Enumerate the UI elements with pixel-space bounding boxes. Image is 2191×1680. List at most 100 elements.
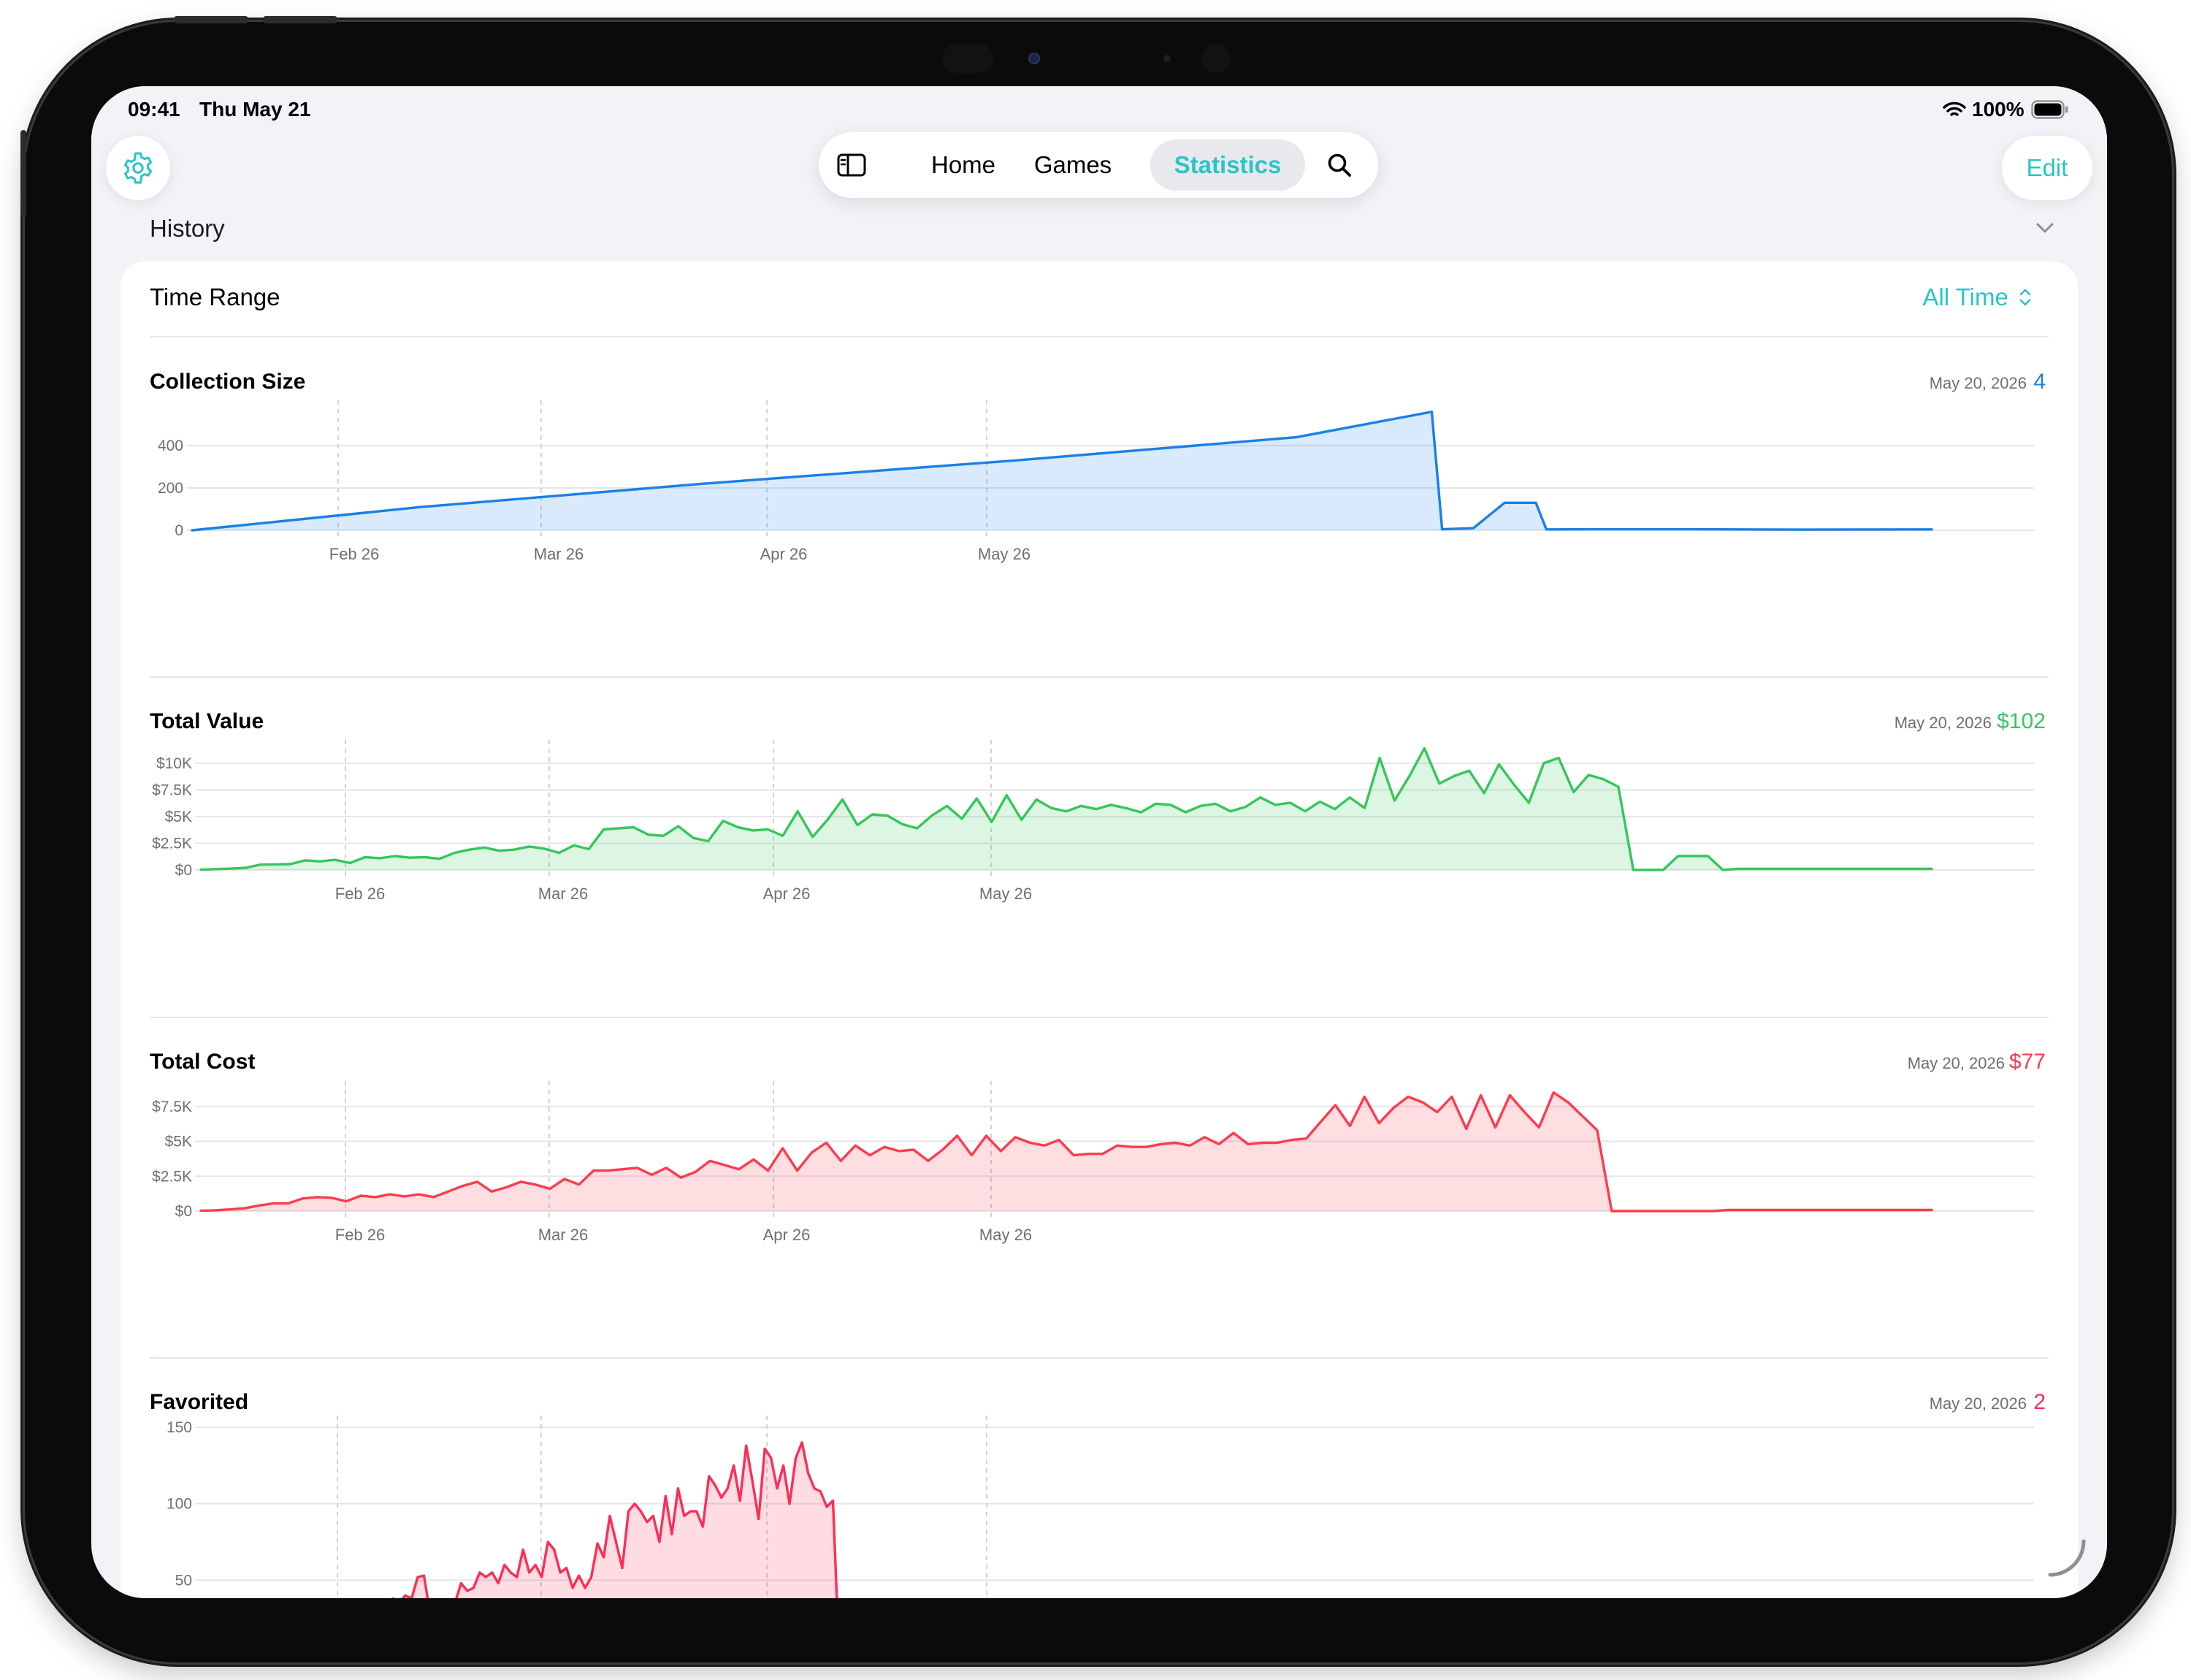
data-point xyxy=(1087,1153,1089,1155)
data-point xyxy=(714,1484,716,1486)
time-range-picker[interactable]: All Time xyxy=(1922,283,2033,311)
data-point xyxy=(1567,1101,1569,1104)
data-point xyxy=(1066,810,1068,812)
data-point xyxy=(854,1145,857,1147)
x-tick-label: May 26 xyxy=(979,885,1032,903)
data-point xyxy=(701,483,703,485)
data-point xyxy=(565,1567,567,1569)
battery-icon xyxy=(2031,100,2068,119)
data-point xyxy=(1218,1143,1220,1145)
data-point xyxy=(1722,869,1724,871)
data-point xyxy=(1509,1094,1511,1096)
data-point xyxy=(584,1587,586,1589)
data-point xyxy=(364,856,366,858)
history-section-header[interactable]: History xyxy=(150,215,225,242)
data-point xyxy=(1204,1136,1206,1138)
data-point xyxy=(1596,1129,1598,1131)
data-point xyxy=(1421,1101,1423,1104)
y-tick-label: 50 xyxy=(175,1572,192,1589)
data-point xyxy=(305,859,307,861)
top-button xyxy=(174,16,248,23)
data-point xyxy=(1140,812,1142,814)
series-line xyxy=(199,1091,1933,1213)
tab-statistics[interactable]: Statistics xyxy=(1150,140,1305,191)
chart-date-value: May 20, 2026 xyxy=(1894,714,1992,732)
series-area xyxy=(201,748,1932,870)
chevron-up-down-icon xyxy=(2019,289,2031,306)
data-point xyxy=(1450,1096,1453,1098)
data-point xyxy=(1572,791,1575,793)
data-point xyxy=(1535,502,1537,504)
sidebar-toggle-icon xyxy=(837,153,866,177)
data-point xyxy=(1797,868,1799,870)
data-point xyxy=(215,868,217,870)
x-tick-label: Feb 26 xyxy=(329,545,380,563)
data-point xyxy=(1393,1107,1395,1109)
x-tick-label: Mar 26 xyxy=(538,1226,588,1244)
data-point xyxy=(607,1169,609,1172)
resize-handle-icon[interactable] xyxy=(2046,1537,2089,1581)
data-point xyxy=(1465,1128,1467,1130)
data-point xyxy=(1145,1146,1147,1148)
favorited-chart[interactable]: 50 100 150 xyxy=(91,1416,2107,1598)
data-point xyxy=(1233,1132,1235,1134)
front-camera xyxy=(1028,53,1040,64)
data-point xyxy=(1073,1154,1075,1156)
search-button[interactable] xyxy=(1315,140,1364,191)
data-point xyxy=(795,1456,797,1459)
data-point xyxy=(497,1582,500,1584)
data-point xyxy=(825,1142,827,1144)
data-point xyxy=(609,1515,611,1517)
data-point xyxy=(191,530,194,532)
data-point xyxy=(1378,1122,1380,1124)
x-tick-label: Mar 26 xyxy=(538,885,588,903)
data-point xyxy=(468,849,470,851)
data-point xyxy=(884,1146,886,1148)
data-point xyxy=(1727,1209,1729,1211)
data-point xyxy=(1320,1120,1322,1123)
tab-games[interactable]: Games xyxy=(1033,151,1112,178)
data-point xyxy=(1602,778,1605,780)
data-point xyxy=(1553,1091,1555,1093)
data-point xyxy=(776,1487,779,1489)
data-point xyxy=(1632,869,1634,871)
data-point xyxy=(1871,868,1873,870)
data-point xyxy=(1199,805,1201,807)
data-point xyxy=(841,798,844,801)
data-point xyxy=(634,1503,636,1505)
total-value-chart[interactable]: $0 $2.5K $5K $7.5K $10K Feb 26 Mar 26 Apr 26 May… xyxy=(91,740,2107,903)
edit-button[interactable]: Edit xyxy=(2002,136,2092,200)
data-point xyxy=(1886,868,1888,870)
data-point xyxy=(1472,527,1475,530)
data-point xyxy=(622,1567,624,1569)
data-point xyxy=(1289,802,1291,804)
data-point xyxy=(737,826,739,828)
data-point xyxy=(1800,1209,1802,1211)
data-point xyxy=(733,1465,735,1467)
total-cost-chart[interactable]: $0 $2.5K $5K $7.5K Feb 26 Mar 26 Apr 26 May 26 xyxy=(91,1081,2107,1244)
separator xyxy=(150,1017,2049,1018)
data-point xyxy=(811,1151,813,1153)
data-point xyxy=(1692,855,1694,858)
gear-icon xyxy=(124,152,152,184)
data-point xyxy=(615,1541,617,1543)
data-point xyxy=(1669,1210,1671,1213)
data-point xyxy=(702,1526,704,1528)
data-point xyxy=(1006,794,1008,796)
data-point xyxy=(1662,869,1664,871)
data-point xyxy=(516,1576,518,1578)
tab-home[interactable]: Home xyxy=(930,151,996,178)
collection-size-chart[interactable]: 0 200 400 Feb 26 Mar 26 Apr 26 May 26 xyxy=(91,400,2107,563)
data-point xyxy=(1095,808,1097,810)
data-point xyxy=(1044,1145,1046,1147)
data-point xyxy=(1654,1210,1656,1213)
data-point xyxy=(588,848,590,850)
data-point xyxy=(1125,807,1127,809)
data-point xyxy=(1259,796,1261,798)
sidebar-toggle-button[interactable] xyxy=(826,140,877,191)
data-point xyxy=(1441,528,1443,530)
data-point xyxy=(722,820,724,822)
data-point xyxy=(287,1202,289,1204)
settings-button[interactable] xyxy=(106,136,170,200)
chevron-down-icon[interactable] xyxy=(2035,221,2054,234)
